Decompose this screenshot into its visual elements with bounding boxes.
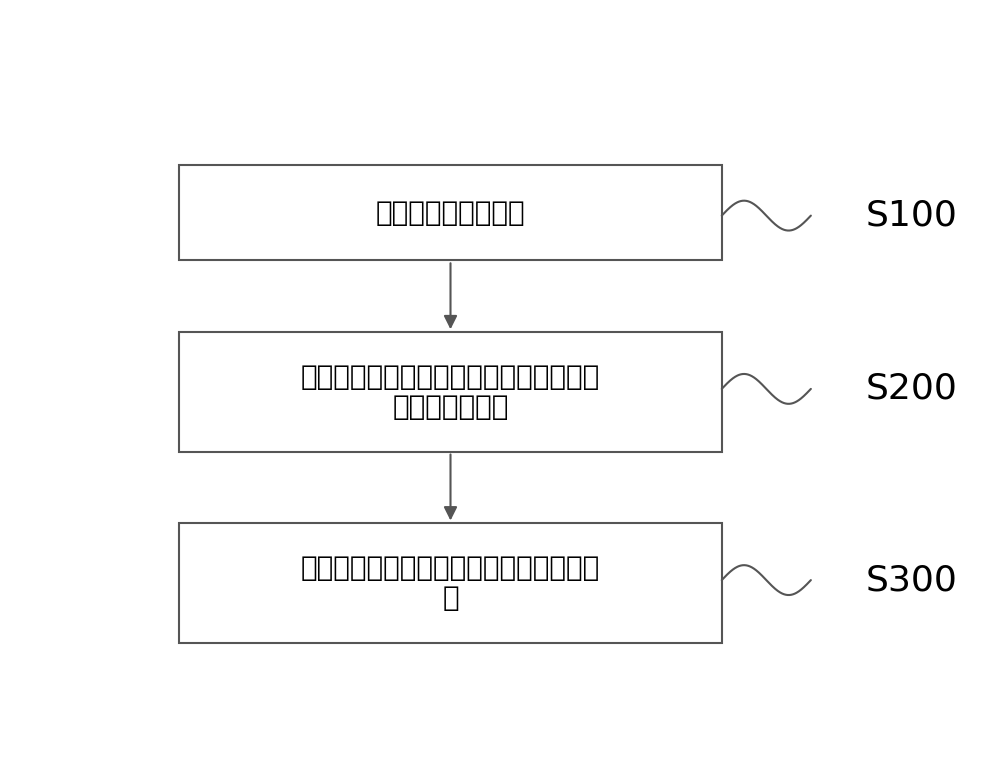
Text: 在基板上制备阳极层: 在基板上制备阳极层 <box>376 199 525 227</box>
FancyBboxPatch shape <box>179 332 722 452</box>
Text: 将漏出于所述开口的所阳极层进行厂度减: 将漏出于所述开口的所阳极层进行厂度减 <box>301 554 600 582</box>
Text: S300: S300 <box>865 563 957 597</box>
FancyBboxPatch shape <box>179 165 722 261</box>
Text: S200: S200 <box>865 372 957 406</box>
Text: 在阳极层上制备像素定义层，所述像素定: 在阳极层上制备像素定义层，所述像素定 <box>301 363 600 391</box>
Text: 薄: 薄 <box>442 584 459 612</box>
FancyBboxPatch shape <box>179 523 722 643</box>
Text: 义层上设有开口: 义层上设有开口 <box>392 393 509 421</box>
Text: S100: S100 <box>865 199 957 233</box>
